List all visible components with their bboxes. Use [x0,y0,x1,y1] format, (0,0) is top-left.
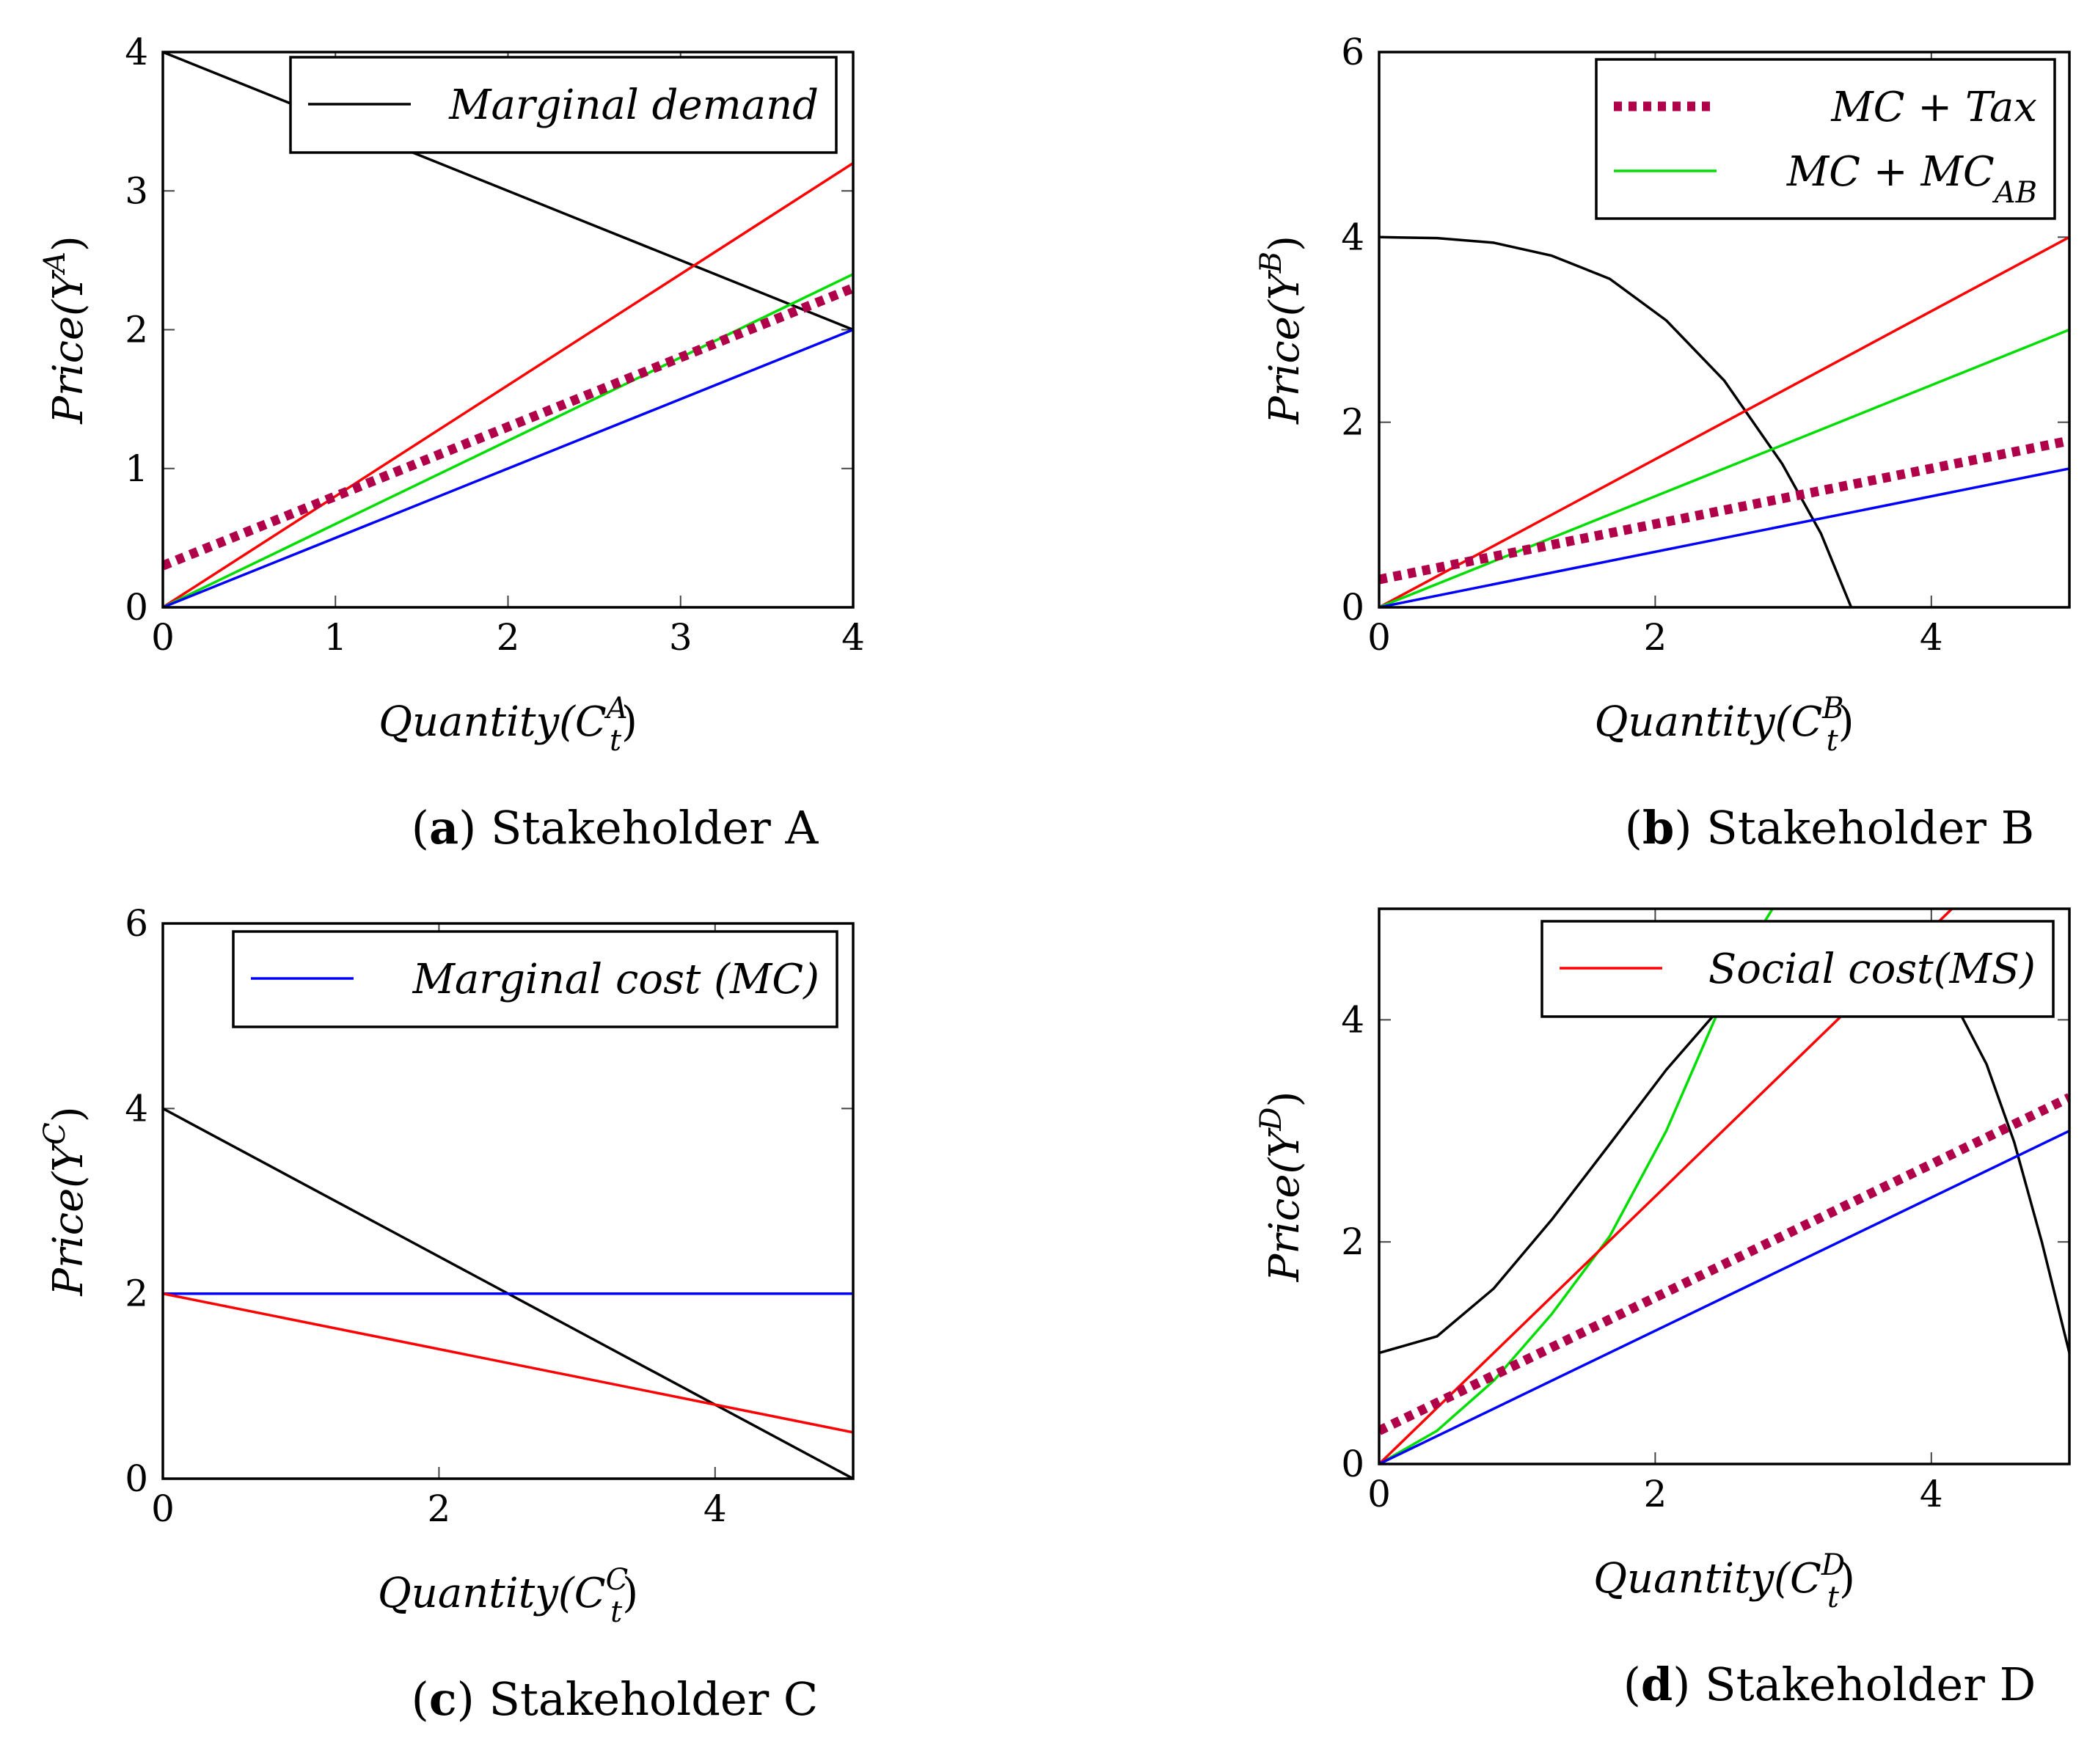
y-tick-label: 4 [1341,998,1364,1041]
x-tick-label: 0 [151,1487,175,1530]
y-tick-label: 0 [125,586,148,629]
panel-a: 0 1 2 3 4 0 1 2 3 4 Marginal demand Quantity(CA t) Pr… [38,31,865,854]
x-tick-label: 4 [1920,616,1943,659]
x-tick-label: 1 [324,616,347,659]
legend-box [1595,58,2056,220]
y-tick-label: 0 [1341,586,1364,629]
y-axis-label: Price(YC) [38,1106,92,1296]
x-tick-label: 2 [1643,1473,1667,1515]
x-tick-label: 2 [497,616,520,659]
series-demand [1379,235,1853,607]
legend-label: Social cost(MS) [1708,945,2036,993]
plot-frame [1378,907,2071,1465]
y-tick-label: 2 [1341,1220,1364,1263]
x-tick-label: 0 [1367,1473,1391,1515]
legend-label: MC + MCAB [1786,148,2037,210]
y-axis-label: Price(YA) [38,235,92,424]
x-tick-label: 4 [703,1487,727,1530]
series-mc-plus-tax [163,283,853,571]
series-mc-plus-mcab [163,273,853,607]
series-demand [163,52,853,332]
y-tick-label: 4 [1341,216,1364,258]
series-marginal-cost [1379,467,2069,607]
series-social-cost [163,161,853,607]
y-tick-label: 0 [125,1457,148,1500]
y-tick-label: 6 [125,902,148,945]
x-tick-label: 3 [669,616,692,659]
series-mc-plus-tax [1379,1093,2069,1435]
series-social-cost [1379,235,2069,607]
series-mc-plus-tax [1379,436,2069,585]
plot-frame [1378,51,2071,609]
y-tick-label: 0 [1341,1443,1364,1485]
x-axis-label: Quantity(CC t) [378,1563,638,1629]
y-tick-label: 1 [125,447,148,490]
panel-caption: (d) Stakeholder D [1623,1658,2036,1711]
y-tick-label: 6 [1341,31,1364,73]
panel-caption: (c) Stakeholder C [412,1672,819,1726]
panel-caption: (b) Stakeholder B [1625,801,2034,854]
plot-frame [161,922,855,1480]
series-group [163,1107,853,1479]
series-marginal-cost [163,328,853,607]
x-tick-label: 0 [151,616,175,659]
legend-label: MC + Tax [1830,84,2037,131]
series-social-cost [163,1292,853,1434]
y-tick-label: 4 [125,31,148,73]
y-tick-label: 3 [125,169,148,212]
x-axis-label: Quantity(CD t) [1593,1548,1855,1614]
x-tick-label: 2 [1643,616,1667,659]
y-axis-label: Price(YD) [1254,1091,1309,1283]
x-axis-label: Quantity(CA t) [379,692,637,758]
series-marginal-cost [1379,1130,2069,1464]
plot-frame [161,51,855,609]
y-tick-label: 4 [125,1087,148,1130]
legend-label: Marginal cost (MC) [412,956,819,1003]
panel-b: 0 2 4 0 2 4 6 MC + Tax MC + MCAB Quantity(CB t) Pri… [1254,31,2071,854]
series-group [163,52,853,607]
y-tick-label: 2 [1341,401,1364,444]
x-tick-label: 0 [1367,616,1391,659]
x-tick-label: 4 [1920,1473,1943,1515]
legend-label: Marginal demand [448,81,819,129]
y-tick-label: 2 [125,309,148,351]
x-tick-label: 4 [841,616,865,659]
x-axis-label: Quantity(CB t) [1594,692,1854,758]
y-tick-label: 2 [125,1273,148,1315]
y-axis-label: Price(YB) [1254,235,1309,425]
panel-d: 0 2 4 0 2 4 Social cost(MS) Quantity(CD t) Price(… [1254,907,2071,1711]
x-tick-label: 2 [427,1487,450,1530]
series-mc-plus-mcab [1379,328,2069,607]
panel-caption: (a) Stakeholder A [412,801,819,854]
panel-c: 0 2 4 0 2 4 6 Marginal cost (MC) Quantity(CC t) Pr… [38,902,855,1726]
series-group [1379,235,2069,607]
